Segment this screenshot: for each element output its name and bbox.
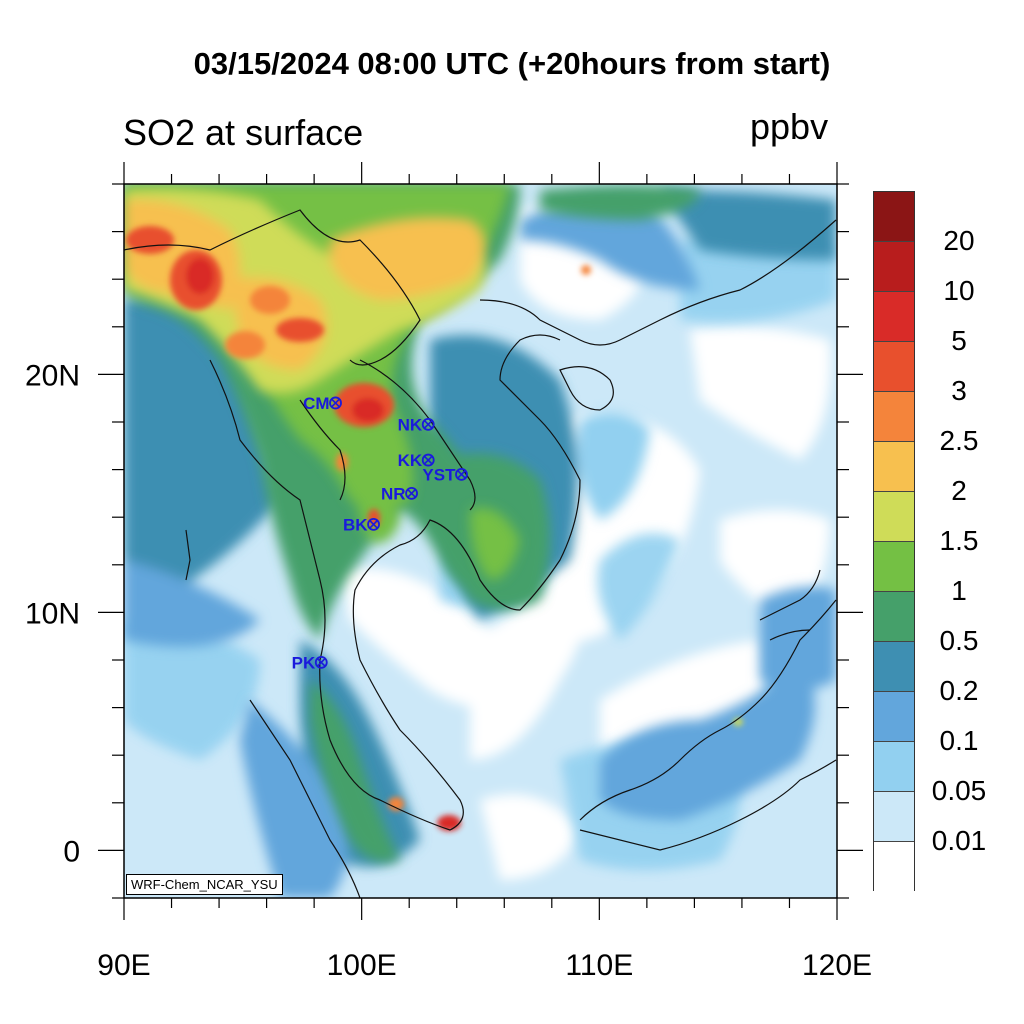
axis-ticks <box>98 162 863 920</box>
station-marker-icon <box>421 453 435 467</box>
station-marker-icon <box>314 655 328 669</box>
colorbar-level-label: 0.01 <box>931 825 987 856</box>
colorbar-swatch <box>874 792 914 842</box>
lon-tick-label: 120E <box>802 949 872 982</box>
lon-tick-label: 110E <box>565 949 633 982</box>
colorbar-swatch <box>874 442 914 492</box>
station-cross <box>423 455 433 465</box>
station-marker-icon <box>367 517 380 531</box>
map-title: 03/15/2024 08:00 UTC (+20hours from star… <box>193 46 831 81</box>
station-cross <box>331 398 340 408</box>
colorbar-swatch <box>874 642 914 692</box>
colorbar-level-label: 0.1 <box>939 725 979 756</box>
lat-tick-label: 0 <box>63 835 80 868</box>
longitude-labels: 90E 100E 110E 120E <box>97 949 872 982</box>
plot-frame <box>123 183 838 899</box>
colorbar-level-label: 20 <box>943 225 975 256</box>
station-bk: BK <box>343 515 380 534</box>
colorbar-swatch <box>874 542 914 592</box>
colorbar-swatch <box>874 842 914 892</box>
colorbar-level-label: 5 <box>951 325 967 356</box>
station-label: NK <box>398 415 423 434</box>
station-label: BK <box>343 515 368 534</box>
concentration-field <box>124 184 837 898</box>
colorbar-swatch <box>874 342 914 392</box>
colorbar-swatch <box>874 292 914 342</box>
lon-tick-label: 90E <box>97 949 150 982</box>
colorbar-level-label: 2.5 <box>939 425 979 456</box>
station-cross <box>316 658 326 667</box>
station-label: NR <box>381 484 406 503</box>
station-cm: CM <box>303 394 342 413</box>
station-label: CM <box>303 394 329 413</box>
colorbar-level-label: 2 <box>951 475 967 506</box>
station-marker-icon <box>455 467 468 481</box>
station-nk: NK <box>398 415 435 434</box>
station-cross <box>407 489 416 498</box>
colorbar-swatch <box>874 242 914 292</box>
colorbar-level-label: 0.2 <box>939 675 979 706</box>
units-label: ppbv <box>750 106 829 147</box>
colorbar <box>873 191 915 892</box>
model-credit: WRF-Chem_NCAR_YSU <box>126 874 283 895</box>
station-label: KK <box>398 451 423 470</box>
station-label: PK <box>292 653 316 672</box>
station-cross <box>369 519 378 529</box>
colorbar-level-label: 10 <box>943 275 975 306</box>
colorbar-level-label: 0.5 <box>939 625 979 656</box>
coastlines <box>124 209 837 898</box>
station-marker-icon <box>405 486 418 500</box>
station-label: YST <box>422 465 456 484</box>
lon-tick-label: 100E <box>327 949 397 982</box>
colorbar-level-label: 0.05 <box>931 775 987 806</box>
colorbar-swatch <box>874 492 914 542</box>
variable-label: SO2 at surface <box>123 112 364 153</box>
latitude-labels: 20N 10N 0 <box>25 359 80 868</box>
station-yst: YST <box>422 465 468 484</box>
station-pk: PK <box>292 653 328 672</box>
station-nr: NR <box>381 484 418 503</box>
colorbar-swatch <box>874 392 914 442</box>
colorbar-swatch <box>874 192 914 242</box>
station-cross <box>423 420 433 429</box>
lat-tick-label: 20N <box>25 359 80 392</box>
station-marker-icon <box>421 417 435 431</box>
colorbar-level-label: 1.5 <box>939 525 979 556</box>
colorbar-level-label: 1 <box>951 575 967 606</box>
colorbar-swatch <box>874 692 914 742</box>
colorbar-level-label: 3 <box>951 375 967 406</box>
colorbar-swatch <box>874 592 914 642</box>
lat-tick-label: 10N <box>25 597 80 630</box>
colorbar-swatch <box>874 742 914 792</box>
station-cross <box>457 469 466 479</box>
station-kk: KK <box>398 451 435 470</box>
station-marker-icon <box>329 396 342 410</box>
